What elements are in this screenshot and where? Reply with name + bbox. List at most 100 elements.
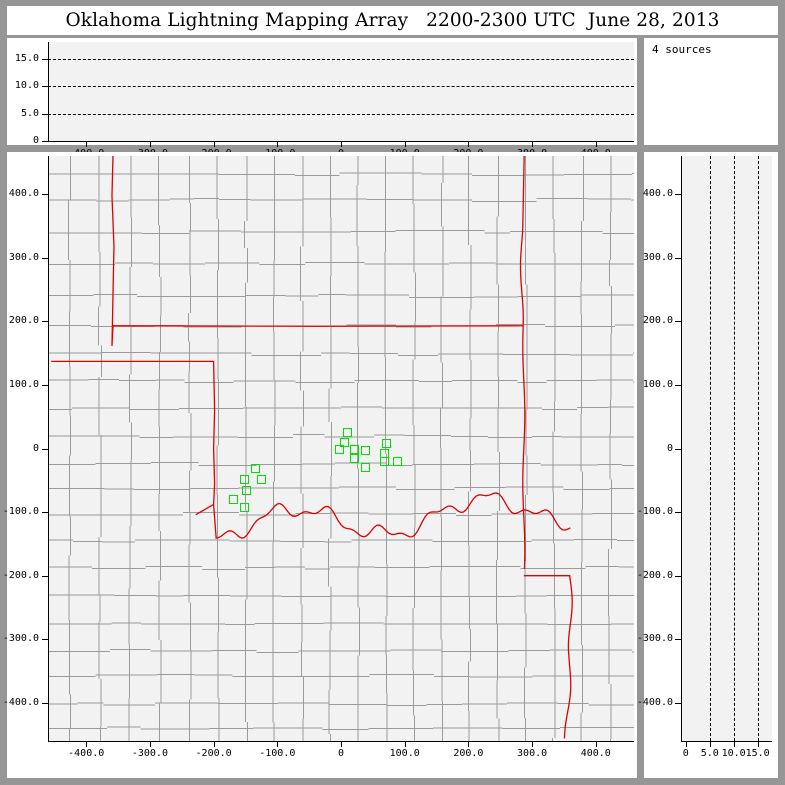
top-xtick-0 <box>86 141 88 147</box>
top-ytick-label-0: 0 <box>32 135 39 146</box>
top-ytick-label-2: 10.0 <box>14 80 39 91</box>
map-xtick-8 <box>595 741 597 747</box>
sources-count-label: 4 sources <box>652 43 712 56</box>
top-plot-area <box>48 42 634 141</box>
top-altitude-panel: 05.010.015.0-400.0-300.0-200.0-100.00100… <box>7 38 637 159</box>
right-xtick-2 <box>733 741 735 747</box>
right-ytick-6 <box>675 321 682 323</box>
map-plot-area[interactable] <box>48 156 634 741</box>
lightning-source-marker <box>361 463 371 473</box>
gridline-x-1 <box>733 156 735 741</box>
right-xtick-0 <box>685 741 687 747</box>
top-ytick-2 <box>42 86 49 87</box>
map-xtick-label-1: -300.0 <box>131 748 168 759</box>
map-xtick-label-8: 400.0 <box>580 748 611 759</box>
map-ytick-6 <box>42 321 49 323</box>
right-ytick-label-8: 400.0 <box>642 188 673 200</box>
map-xtick-label-2: -200.0 <box>195 748 232 759</box>
map-xtick-4 <box>341 741 342 747</box>
map-ytick-label-4: 0 <box>32 442 39 454</box>
state-county-map <box>48 156 634 741</box>
map-xtick-2 <box>213 741 215 747</box>
lightning-source-marker <box>256 474 266 484</box>
right-xtick-label-2: 10.0 <box>721 748 746 759</box>
right-ytick-label-4: 0 <box>666 442 673 454</box>
map-ytick-4 <box>42 448 49 450</box>
top-xtick-3 <box>277 141 279 147</box>
map-ytick-label-7: 300.0 <box>8 251 39 263</box>
page-title: Oklahoma Lightning Mapping Array 2200-23… <box>65 10 720 31</box>
top-xtick-7 <box>532 141 534 147</box>
map-xtick-label-6: 200.0 <box>453 748 484 759</box>
sources-count-panel: 4 sources <box>644 38 778 145</box>
right-ytick-label-0: -400.0 <box>636 696 673 708</box>
lightning-source-marker <box>381 438 391 448</box>
top-xtick-8 <box>595 141 597 147</box>
lightning-source-marker <box>242 485 252 495</box>
map-ytick-3 <box>42 512 49 514</box>
map-xtick-0 <box>86 741 88 747</box>
lightning-source-marker <box>360 445 370 455</box>
map-ytick-label-0: -400.0 <box>2 696 39 708</box>
right-ytick-label-1: -300.0 <box>636 633 673 645</box>
top-ytick-label-1: 5.0 <box>20 107 39 119</box>
lightning-source-marker <box>250 464 260 474</box>
right-ytick-3 <box>675 512 682 514</box>
right-ytick-5 <box>675 384 682 386</box>
right-altitude-panel: -400.0 -300.0 -200.0 -100.0 0 100.0 200.0 300.0… <box>637 152 778 778</box>
right-ytick-label-5: 100.0 <box>642 378 673 390</box>
lightning-source-marker <box>239 474 249 484</box>
top-ytick-0 <box>42 141 49 142</box>
right-ytick-7 <box>675 257 682 259</box>
map-ytick-5 <box>42 384 49 386</box>
lightning-source-marker <box>239 502 249 512</box>
map-xtick-3 <box>277 741 279 747</box>
gridline-x-2 <box>757 156 759 741</box>
right-ytick-8 <box>675 194 682 196</box>
map-ytick-2 <box>42 575 49 577</box>
map-xtick-5 <box>404 741 406 747</box>
right-ytick-label-7: 300.0 <box>642 251 673 263</box>
right-xtick-3 <box>757 741 759 747</box>
gridline-y-1 <box>48 86 634 87</box>
gridline-x-0 <box>709 156 711 741</box>
right-ytick-label-2: -200.0 <box>636 569 673 581</box>
top-xtick-4 <box>341 141 342 147</box>
map-ytick-1 <box>42 639 49 641</box>
map-ytick-7 <box>42 257 49 259</box>
title-bar: Oklahoma Lightning Mapping Array 2200-23… <box>7 6 778 35</box>
map-xtick-label-5: 100.0 <box>389 748 420 759</box>
right-ytick-1 <box>675 639 682 641</box>
right-x-axis <box>681 741 772 743</box>
map-xtick-1 <box>149 741 151 747</box>
map-xtick-label-0: -400.0 <box>68 748 105 759</box>
map-ytick-0 <box>42 702 49 704</box>
gridline-y-2 <box>48 58 634 60</box>
right-xtick-label-3: 15.0 <box>745 748 770 759</box>
right-xtick-label-1: 5.0 <box>700 748 719 759</box>
lightning-source-marker <box>393 457 403 467</box>
gridline-y-0 <box>48 113 634 115</box>
map-xtick-6 <box>468 741 470 747</box>
right-xtick-1 <box>709 741 711 747</box>
top-y-axis <box>48 42 50 141</box>
map-ytick-label-6: 200.0 <box>8 315 39 327</box>
top-ytick-1 <box>42 113 49 115</box>
right-ytick-4 <box>675 448 682 450</box>
right-plot-area <box>681 156 772 741</box>
map-ytick-label-2: -200.0 <box>2 569 39 581</box>
top-xtick-5 <box>404 141 406 147</box>
lightning-source-marker <box>349 445 359 455</box>
map-xtick-label-4: 0 <box>337 748 345 759</box>
top-xtick-6 <box>468 141 470 147</box>
map-xtick-label-7: 300.0 <box>517 748 548 759</box>
map-panel: -400.0 -300.0 -200.0 -100.0 0 100.0 200.0 300.0… <box>3 152 637 778</box>
lightning-source-marker <box>229 494 239 504</box>
map-ytick-8 <box>42 194 49 196</box>
right-xtick-label-0: 0 <box>682 748 689 759</box>
lightning-source-marker <box>342 428 352 438</box>
map-xtick-label-3: -100.0 <box>259 748 296 759</box>
right-ytick-0 <box>675 702 682 704</box>
top-xtick-2 <box>213 141 215 147</box>
